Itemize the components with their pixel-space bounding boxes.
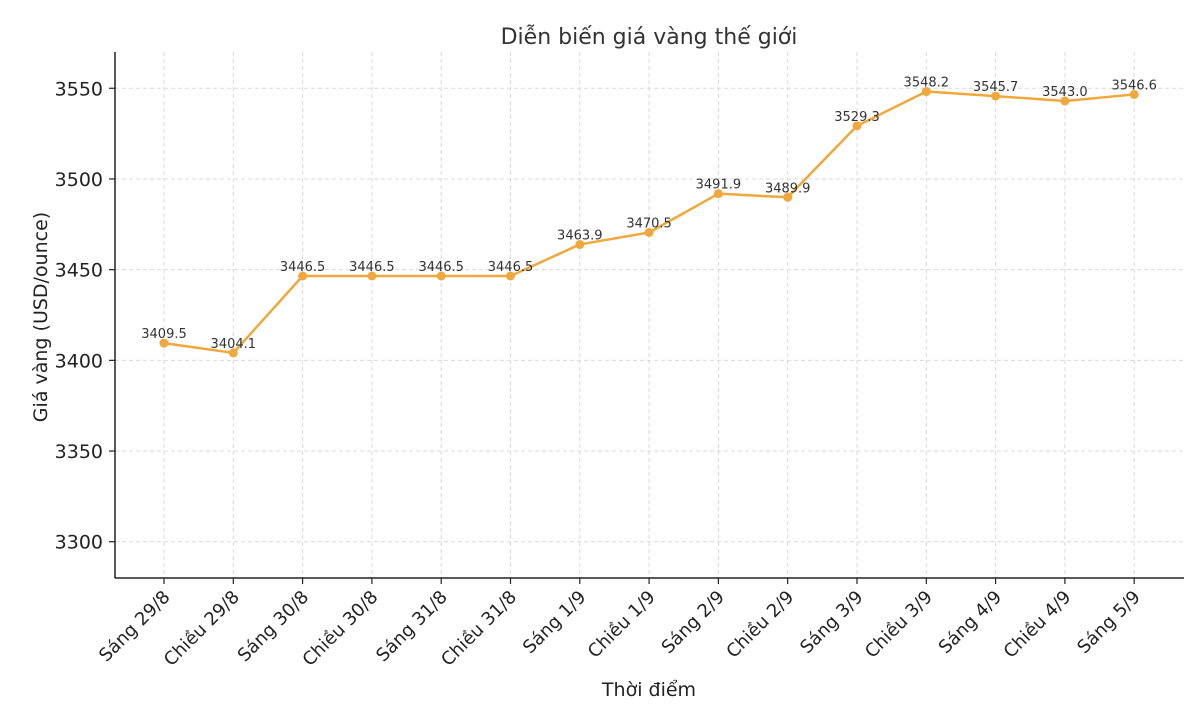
data-point: [575, 239, 585, 249]
data-label: 3446.5: [349, 260, 395, 275]
x-tick-label: Chiều 1/9: [584, 587, 660, 663]
x-tick-label: Sáng 5/9: [1073, 587, 1144, 658]
data-label: 3545.7: [973, 80, 1019, 95]
data-point: [159, 338, 169, 348]
data-label: 3446.5: [280, 260, 326, 275]
data-point: [921, 87, 931, 97]
data-label: 3409.5: [141, 327, 187, 342]
data-label: 3546.6: [1111, 78, 1157, 93]
data-point: [991, 91, 1001, 101]
data-point: [436, 271, 446, 281]
series-line-layer: [159, 87, 1139, 358]
y-tick-label: 3550: [55, 78, 103, 100]
data-label: 3489.9: [765, 181, 811, 196]
x-tick-label: Chiều 30/8: [299, 587, 383, 671]
x-tick-label: Sáng 1/9: [519, 587, 590, 658]
data-point: [228, 348, 238, 358]
x-tick-label: Chiều 2/9: [722, 587, 798, 663]
data-label: 3404.1: [211, 337, 257, 352]
data-point: [783, 192, 793, 202]
y-tick-label: 3450: [55, 260, 103, 282]
data-label: 3543.0: [1042, 85, 1088, 100]
x-tick-label: Chiều 4/9: [1000, 587, 1076, 663]
data-label: 3463.9: [557, 228, 603, 243]
data-label: 3446.5: [488, 260, 534, 275]
data-point: [1060, 96, 1070, 106]
data-point: [1129, 89, 1139, 99]
x-tick-label: Chiều 31/8: [437, 587, 521, 671]
x-tick-label: Sáng 2/9: [658, 587, 729, 658]
data-point: [713, 189, 723, 199]
data-point: [298, 271, 308, 281]
y-tick-label: 3500: [55, 169, 103, 191]
y-axis-title: Giá vàng (USD/ounce): [30, 212, 52, 422]
data-point: [367, 271, 377, 281]
x-tick-label: Sáng 4/9: [935, 587, 1006, 658]
x-axis-title: Thời điểm: [601, 679, 696, 701]
data-label: 3470.5: [626, 216, 672, 231]
data-label: 3529.3: [834, 110, 880, 125]
y-tick-label: 3400: [55, 350, 103, 372]
y-tick-label: 3350: [55, 441, 103, 463]
data-label: 3491.9: [696, 178, 742, 193]
data-label: 3446.5: [418, 260, 464, 275]
y-tick-label: 3300: [55, 532, 103, 554]
chart-title: Diễn biến giá vàng thế giới: [501, 24, 798, 50]
data-point: [506, 271, 515, 281]
gridlines: [115, 52, 1184, 578]
x-tick-label: Chiều 3/9: [861, 587, 937, 663]
data-labels: 3409.5 3404.1 3446.5 3446.5 3446.5 3446.5 3463…: [141, 76, 1157, 352]
data-point: [644, 227, 654, 237]
data-point: [852, 121, 862, 131]
x-tick-label: Sáng 3/9: [796, 587, 867, 658]
data-label: 3548.2: [904, 76, 950, 91]
x-tick-label: Chiều 29/8: [160, 587, 244, 671]
